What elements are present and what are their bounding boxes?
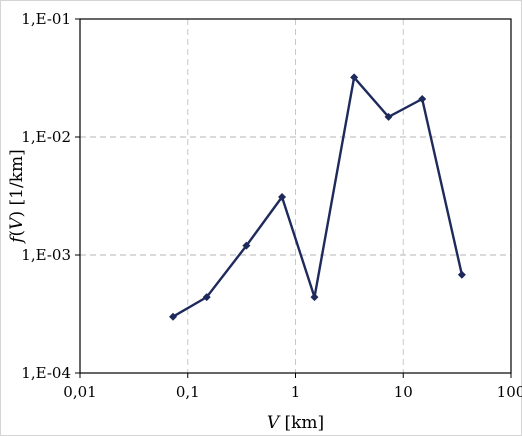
y-tick-label: 1,E-03 bbox=[21, 246, 71, 264]
x-tick-label: 0,1 bbox=[176, 383, 200, 401]
x-axis-unit: [km] bbox=[279, 413, 324, 433]
y-axis-label: f(V) [1/km] bbox=[7, 149, 27, 245]
data-point bbox=[384, 112, 393, 121]
y-tick-label: 1,E-01 bbox=[21, 10, 71, 28]
data-point bbox=[242, 241, 251, 250]
data-point bbox=[169, 312, 178, 321]
x-axis-label: V [km] bbox=[267, 413, 324, 433]
x-tick-label: 1 bbox=[291, 383, 301, 401]
data-point bbox=[350, 73, 359, 82]
data-point bbox=[310, 293, 319, 302]
y-axis-var: V bbox=[7, 216, 27, 230]
data-point bbox=[202, 293, 211, 302]
y-tick-label: 1,E-04 bbox=[21, 364, 71, 382]
y-axis-open: ( bbox=[7, 230, 27, 237]
y-axis-close: ) bbox=[7, 211, 27, 218]
data-point bbox=[278, 193, 287, 202]
data-point bbox=[457, 270, 466, 279]
axis-ticks: 0,01 0,1 1 10 100 1,E-04 1,E-03 1,E-02 1,E-01 bbox=[21, 10, 522, 401]
y-axis-unit: [1/km] bbox=[7, 149, 27, 211]
x-tick-label: 10 bbox=[394, 383, 413, 401]
y-tick-label: 1,E-02 bbox=[21, 128, 71, 146]
y-axis-fn: f bbox=[7, 234, 27, 245]
series-layer bbox=[169, 73, 466, 321]
x-axis-var: V bbox=[267, 413, 281, 433]
grid bbox=[80, 19, 511, 373]
data-point bbox=[418, 94, 427, 103]
x-tick-label: 100 bbox=[497, 383, 522, 401]
x-tick-label: 0,01 bbox=[63, 383, 96, 401]
